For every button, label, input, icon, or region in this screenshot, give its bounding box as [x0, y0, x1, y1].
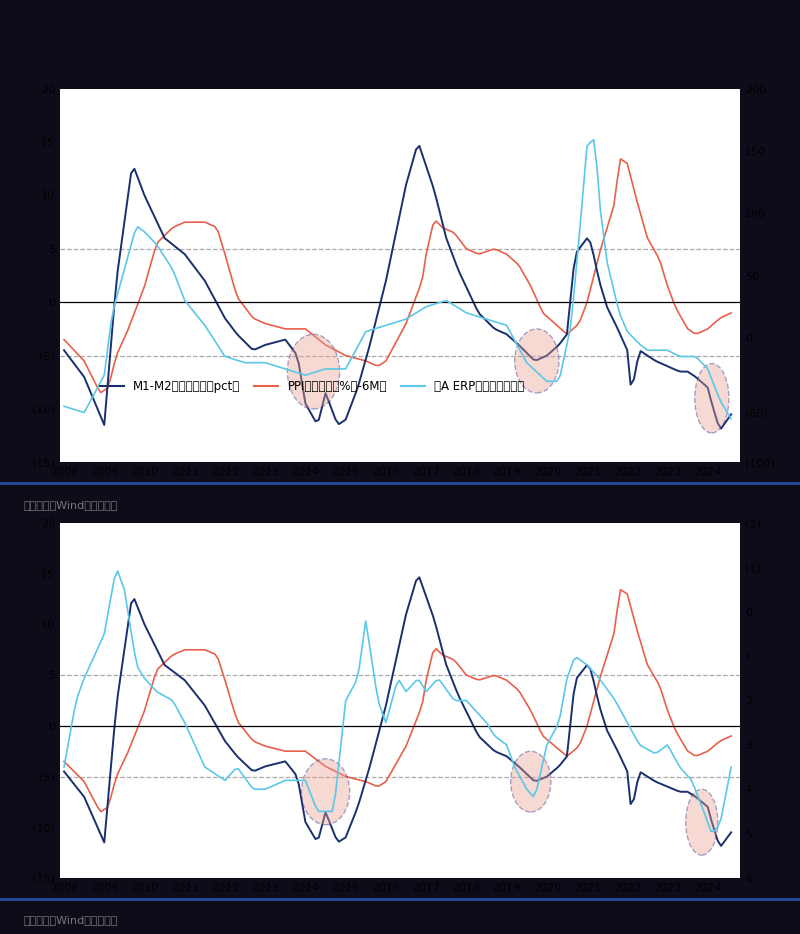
Ellipse shape [694, 363, 729, 433]
Ellipse shape [287, 334, 340, 409]
Ellipse shape [510, 751, 551, 812]
Ellipse shape [514, 329, 559, 393]
Text: 资料来源：Wind，华象研究: 资料来源：Wind，华象研究 [24, 500, 118, 510]
Ellipse shape [302, 758, 350, 825]
Text: 资料来源：Wind，华象研究: 资料来源：Wind，华象研究 [24, 915, 118, 926]
Legend: M1-M2同比剪刀差（pct）, PPI当月同比（%，-6M）, 全A ERP（右轴，逆序）: M1-M2同比剪刀差（pct）, PPI当月同比（%，-6M）, 全A ERP（… [100, 380, 525, 393]
Ellipse shape [686, 789, 718, 856]
